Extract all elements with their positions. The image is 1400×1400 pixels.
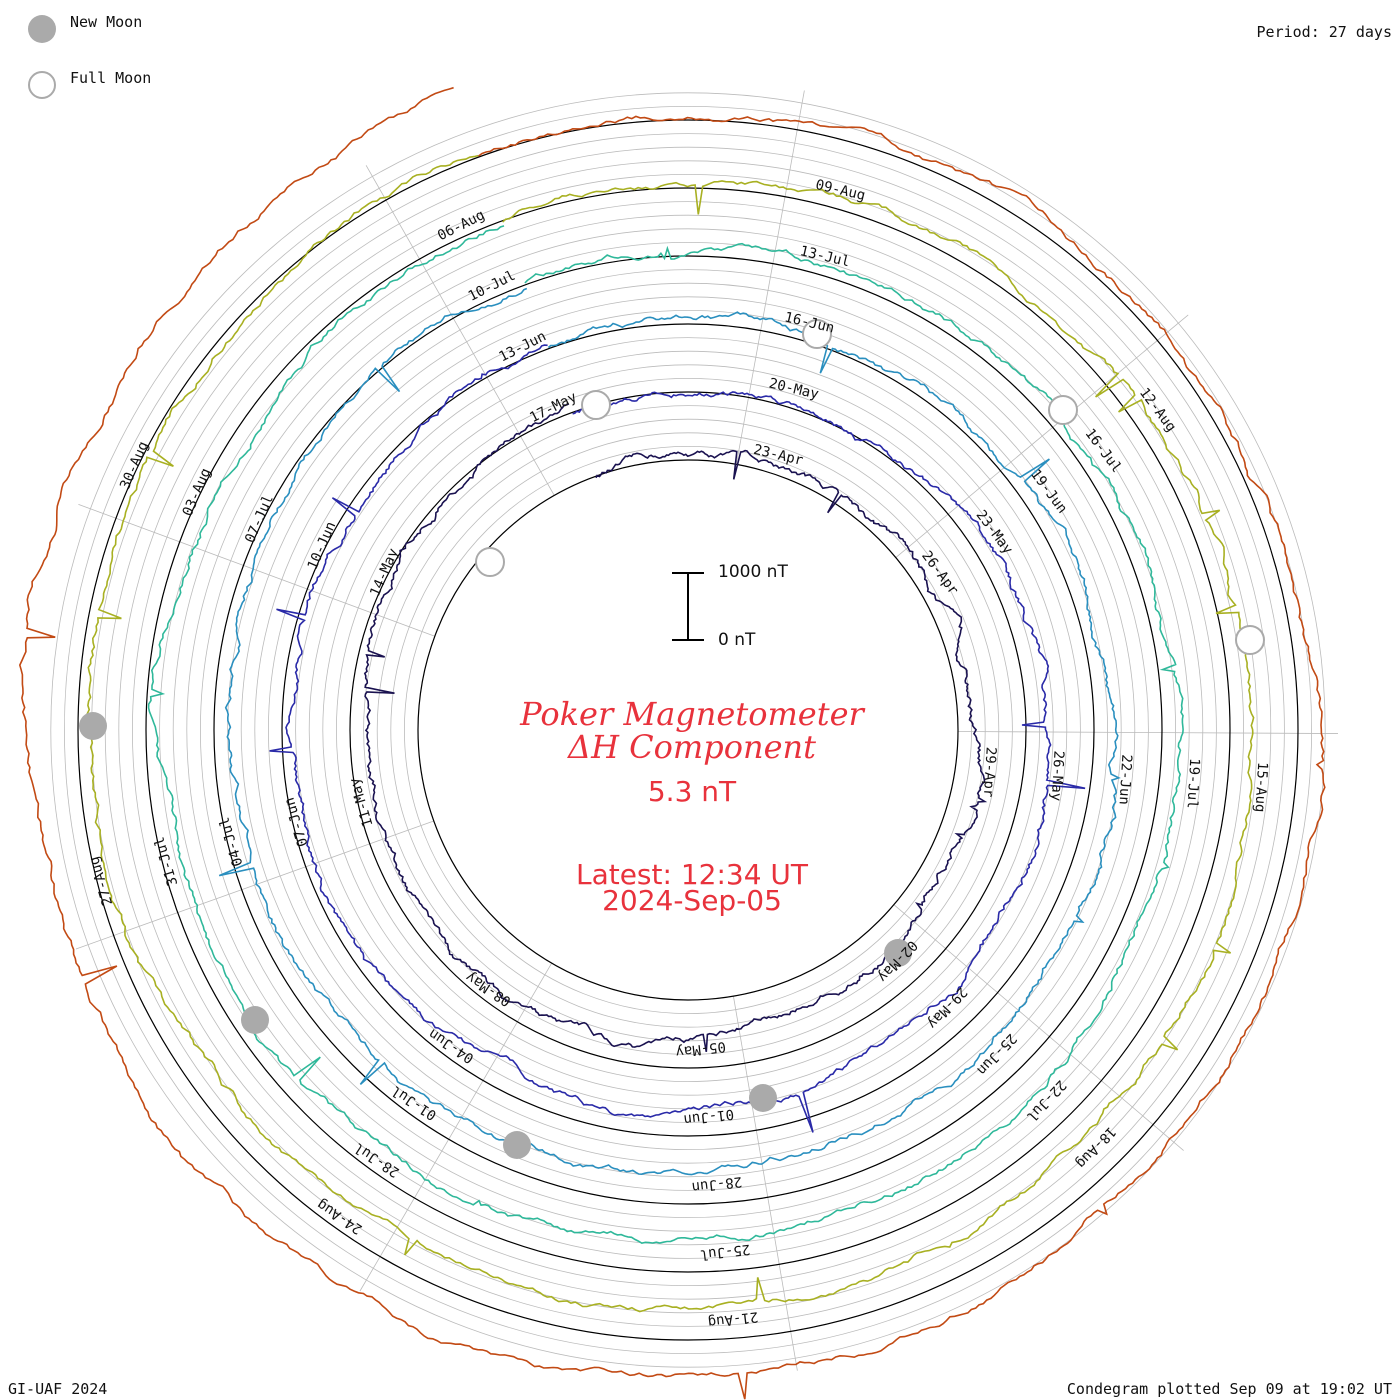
date-label: 29-Apr [980, 746, 999, 797]
grid-circle [322, 364, 1054, 1096]
credit-label: GI-UAF 2024 [8, 1380, 108, 1398]
grid-circle [254, 296, 1122, 1164]
latest-date: 2024-Sep-05 [602, 884, 782, 917]
grid-circle [64, 106, 1312, 1354]
period-label: Period: 27 days [1256, 23, 1392, 41]
series-trace-2 [218, 287, 1121, 1176]
baseline-circle [417, 459, 959, 1001]
date-label: 05-May [675, 1038, 727, 1060]
date-label: 30-Aug [117, 439, 152, 492]
grid-circle [227, 269, 1149, 1191]
grid-spoke [895, 314, 1189, 558]
baseline-circle [77, 119, 1299, 1341]
grid-spokes [75, 90, 1338, 1371]
latest-time: Latest: 12:34 UT [575, 858, 809, 891]
grid-circle [132, 174, 1244, 1286]
moon-markers [79, 319, 1265, 1159]
series-trace-0 [363, 403, 988, 1052]
new-moon-marker [884, 939, 912, 967]
date-label: 23-Apr [752, 442, 805, 469]
date-label: 26-May [1048, 750, 1067, 801]
data-traces [18, 86, 1326, 1400]
date-label: 07-Jul [242, 493, 277, 546]
grid-circle [159, 201, 1217, 1259]
date-label: 06-Aug [435, 207, 487, 244]
date-label: 01-Jun [683, 1106, 735, 1128]
date-label: 20-May [767, 376, 820, 403]
series-trace-4 [84, 154, 1255, 1313]
new-moon-marker [79, 712, 107, 740]
baseline-circle [349, 391, 1027, 1069]
grid-circle [363, 405, 1013, 1055]
grid-circle [390, 432, 986, 1028]
date-label: 09-Aug [814, 177, 867, 204]
plotted-label: Condegram plotted Sep 09 at 19:02 UT [1066, 1380, 1392, 1398]
full-moon-marker [1048, 395, 1078, 425]
grid-circle [118, 160, 1258, 1300]
grid-circle [50, 92, 1326, 1368]
full-moon-marker [581, 390, 611, 420]
grid-circle [295, 337, 1081, 1123]
grid-spoke [359, 962, 553, 1292]
grid-spoke [893, 904, 1184, 1151]
date-label: 10-Jun [305, 519, 340, 572]
grid-spoke [733, 996, 798, 1371]
scale-top-label: 1000 nT [718, 562, 788, 582]
date-label: 21-Aug [707, 1308, 759, 1330]
date-label: 14-May [367, 546, 402, 599]
new-moon-icon [28, 15, 56, 43]
date-label: 15-Aug [1251, 761, 1270, 812]
grid-circle [335, 377, 1041, 1083]
date-label: 25-Jul [699, 1241, 751, 1263]
scale-bar [672, 572, 704, 641]
grid-spoke [78, 503, 435, 637]
baseline-circles [77, 119, 1299, 1341]
grid-spoke [957, 731, 1338, 734]
new-moon-marker [749, 1084, 777, 1112]
full-moon-marker [802, 319, 832, 349]
legend-full-moon-label: Full Moon [70, 69, 152, 87]
full-moon-marker [1235, 625, 1265, 655]
series-trace-5 [18, 86, 1326, 1400]
chart-title: Poker Magnetometer [520, 695, 864, 733]
date-label: 22-Jun [1116, 754, 1135, 805]
full-moon-marker [475, 547, 505, 577]
new-moon-marker [503, 1131, 531, 1159]
date-label: 10-Jul [466, 268, 518, 305]
date-label: 29-May [924, 984, 970, 1032]
baseline-circle [281, 323, 1095, 1137]
grid-spoke [735, 90, 805, 465]
scale-bottom-label: 0 nT [718, 630, 756, 650]
date-label: 28-Jun [691, 1173, 743, 1195]
new-moon-marker [241, 1006, 269, 1034]
grid-circle [199, 241, 1177, 1219]
grid-circle [403, 445, 973, 1015]
date-label: 19-Jul [1183, 758, 1202, 809]
legend-new-moon-label: New Moon [70, 13, 143, 31]
baseline-circle [213, 255, 1163, 1205]
date-label: 03-Aug [180, 466, 215, 519]
grid-spoke [365, 165, 555, 496]
current-value: 5.3 nT [647, 775, 737, 808]
grid-circle [172, 214, 1204, 1246]
series-trace-3 [147, 225, 1184, 1245]
chart-subtitle: ΔH Component [567, 728, 817, 766]
full-moon-icon [28, 71, 56, 99]
series-trace-1 [269, 344, 1086, 1133]
grid-spoke [75, 820, 434, 950]
grid-circle [240, 282, 1136, 1178]
date-label: 18-Aug [1072, 1123, 1118, 1171]
baseline-circle [145, 187, 1231, 1273]
grid-circle [267, 309, 1109, 1151]
grid-circle [186, 228, 1190, 1232]
